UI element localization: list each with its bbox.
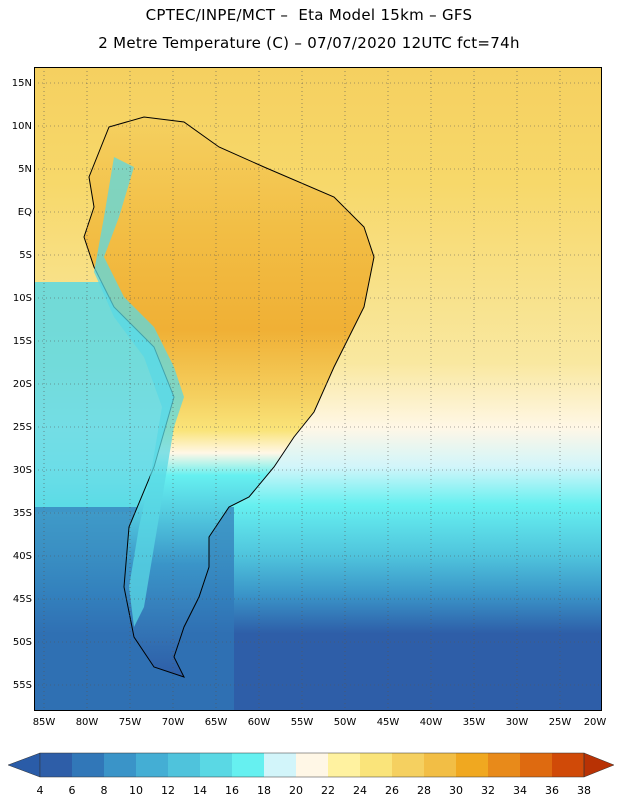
lat-label: 30S <box>12 465 32 476</box>
legend-swatch <box>136 753 168 777</box>
lon-label: 30W <box>505 717 529 728</box>
legend-label: 8 <box>100 784 108 797</box>
legend-label: 6 <box>68 784 76 797</box>
lat-label: 55S <box>12 680 32 691</box>
lat-label: 5N <box>18 164 32 175</box>
legend-swatch <box>232 753 264 777</box>
lon-label: 80W <box>75 717 99 728</box>
legend-label: 18 <box>257 784 271 797</box>
legend-swatch <box>392 753 424 777</box>
lon-label: 25W <box>548 717 572 728</box>
legend-label: 10 <box>129 784 143 797</box>
legend-swatch <box>488 753 520 777</box>
lon-label: 65W <box>204 717 228 728</box>
lon-label: 40W <box>419 717 443 728</box>
legend-label: 36 <box>545 784 559 797</box>
lon-label: 70W <box>161 717 185 728</box>
lat-label: 50S <box>12 637 32 648</box>
legend-label: 12 <box>161 784 175 797</box>
legend-label: 30 <box>449 784 463 797</box>
legend-label: 24 <box>353 784 367 797</box>
legend-label: 4 <box>36 784 44 797</box>
lat-label: EQ <box>17 207 32 218</box>
legend-label: 14 <box>193 784 207 797</box>
lat-label: 15N <box>11 78 32 89</box>
temperature-map <box>34 67 602 711</box>
legend-label: 16 <box>225 784 239 797</box>
lat-label: 40S <box>12 551 32 562</box>
lat-label: 25S <box>12 422 32 433</box>
legend-swatch <box>360 753 392 777</box>
legend-arrow-low <box>7 752 41 778</box>
lat-label: 20S <box>12 379 32 390</box>
legend-label: 32 <box>481 784 495 797</box>
legend-swatch <box>424 753 456 777</box>
lon-label: 20W <box>583 717 607 728</box>
legend-label: 34 <box>513 784 527 797</box>
lon-label: 35W <box>462 717 486 728</box>
legend-arrow-high <box>583 752 615 778</box>
legend-swatch <box>72 753 104 777</box>
map-subtitle: 2 Metre Temperature (C) – 07/07/2020 12U… <box>98 34 520 52</box>
legend-swatch <box>264 753 296 777</box>
grid-lines <box>34 67 602 711</box>
legend-swatch <box>520 753 552 777</box>
lat-label: 10N <box>11 121 32 132</box>
lat-label: 10S <box>12 293 32 304</box>
lon-label: 45W <box>376 717 400 728</box>
lon-label: 50W <box>333 717 357 728</box>
legend-swatch <box>456 753 488 777</box>
andes-cold-band <box>94 157 184 627</box>
lon-label: 55W <box>290 717 314 728</box>
legend-swatch <box>168 753 200 777</box>
lat-label: 15S <box>12 336 32 347</box>
map-title: CPTEC/INPE/MCT – Eta Model 15km – GFS <box>145 6 473 24</box>
legend-colorbar <box>7 752 615 778</box>
legend-swatch <box>200 753 232 777</box>
legend-swatch <box>328 753 360 777</box>
lon-label: 75W <box>118 717 142 728</box>
lon-label: 60W <box>247 717 271 728</box>
legend-label: 28 <box>417 784 431 797</box>
legend-label: 38 <box>577 784 591 797</box>
legend-swatch <box>552 753 584 777</box>
legend-label: 20 <box>289 784 303 797</box>
legend-label: 22 <box>321 784 335 797</box>
lat-label: 35S <box>12 508 32 519</box>
lat-label: 5S <box>19 250 32 261</box>
legend-label: 26 <box>385 784 399 797</box>
legend-swatch <box>296 753 328 777</box>
legend-swatch <box>40 753 72 777</box>
legend-swatch <box>104 753 136 777</box>
lat-label: 45S <box>12 594 32 605</box>
lon-label: 85W <box>32 717 56 728</box>
